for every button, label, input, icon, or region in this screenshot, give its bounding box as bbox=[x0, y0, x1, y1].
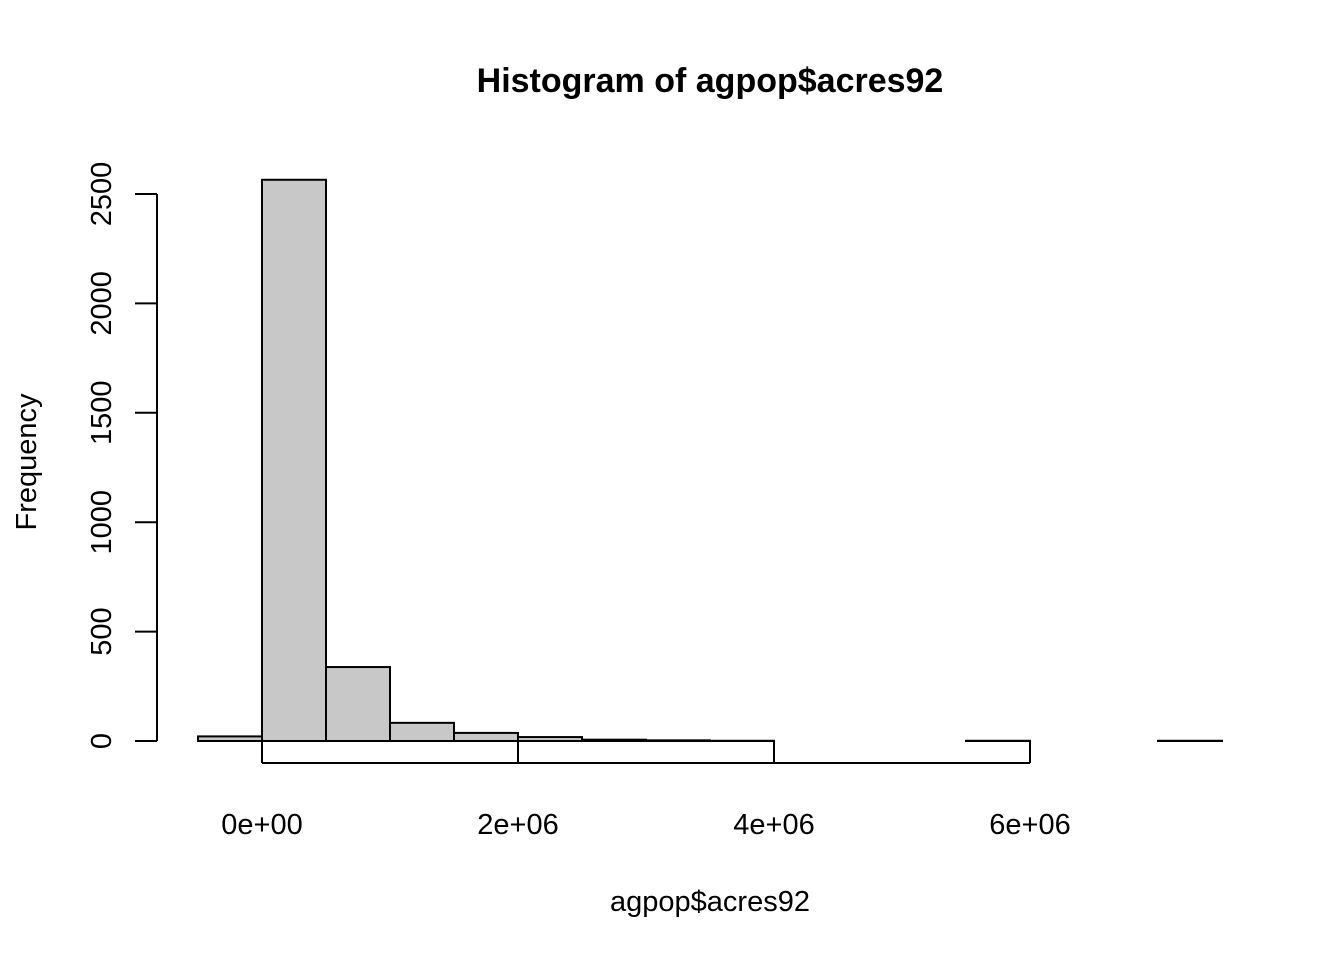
x-axis-label: agpop$acres92 bbox=[610, 886, 810, 918]
y-tick-label: 500 bbox=[86, 607, 118, 655]
x-tick-label: 2e+06 bbox=[477, 809, 558, 841]
chart-title: Histogram of agpop$acres92 bbox=[477, 62, 944, 100]
y-axis-label: Frequency bbox=[11, 393, 43, 531]
histogram-bar bbox=[517, 736, 583, 742]
histogram-bar bbox=[581, 738, 647, 742]
histogram-bar bbox=[453, 731, 519, 743]
y-axis: 0 500 1000 1500 2000 2500 bbox=[86, 162, 158, 749]
x-tick-label: 0e+00 bbox=[221, 809, 302, 841]
bars-group bbox=[197, 178, 1223, 743]
histogram-bar bbox=[645, 739, 711, 743]
y-tick-label: 0 bbox=[86, 733, 118, 749]
y-tick-label: 1500 bbox=[86, 381, 118, 446]
x-axis: 0e+00 2e+06 4e+06 6e+06 bbox=[221, 741, 1071, 841]
y-tick-label: 2000 bbox=[86, 271, 118, 336]
histogram-bar bbox=[261, 178, 327, 742]
histogram-bar bbox=[197, 735, 263, 743]
x-tick-label: 4e+06 bbox=[733, 809, 814, 841]
y-tick-label: 2500 bbox=[86, 162, 118, 227]
histogram-bar bbox=[389, 721, 455, 742]
y-tick-label: 1000 bbox=[86, 490, 118, 555]
histogram-bar bbox=[325, 666, 391, 742]
x-tick-label: 6e+06 bbox=[989, 809, 1070, 841]
